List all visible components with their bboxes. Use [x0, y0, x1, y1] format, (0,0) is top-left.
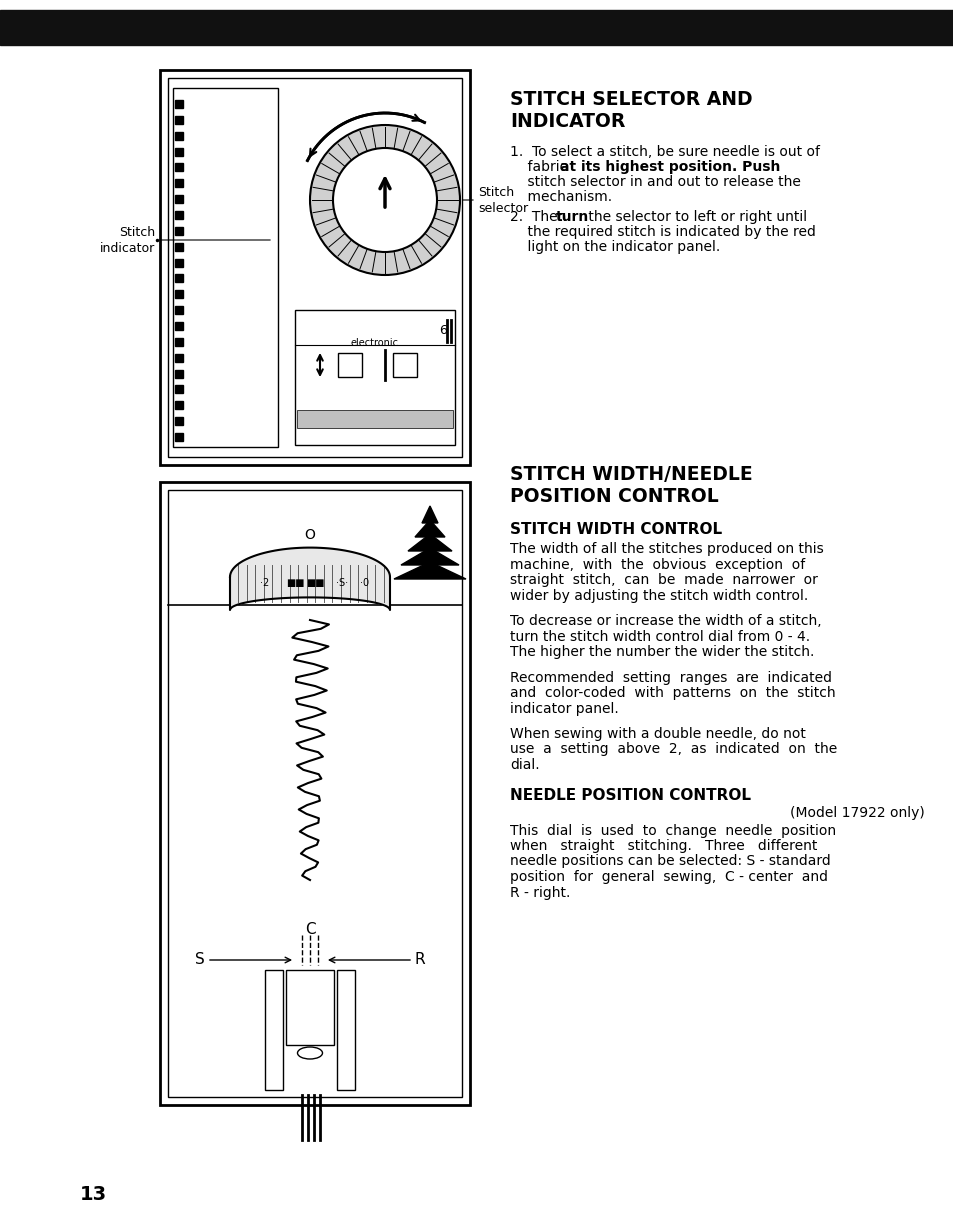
- Polygon shape: [415, 520, 444, 538]
- Polygon shape: [400, 549, 458, 565]
- Polygon shape: [230, 547, 390, 610]
- Text: the required stitch is indicated by the red: the required stitch is indicated by the …: [510, 225, 815, 239]
- Text: and  color-coded  with  patterns  on  the  stitch: and color-coded with patterns on the sti…: [510, 686, 835, 700]
- Bar: [0, 10, 953, 46]
- Text: When sewing with a double needle, do not: When sewing with a double needle, do not: [510, 727, 805, 740]
- Text: Stitch
selector: Stitch selector: [477, 186, 528, 214]
- Circle shape: [310, 125, 459, 276]
- Text: R - right.: R - right.: [510, 886, 570, 899]
- Bar: [174, 242, 183, 251]
- Text: The width of all the stitches produced on this: The width of all the stitches produced o…: [510, 542, 822, 556]
- Bar: [265, 970, 283, 1090]
- Text: the selector to left or right until: the selector to left or right until: [583, 210, 806, 224]
- Bar: [174, 385, 183, 394]
- Circle shape: [333, 148, 436, 252]
- Bar: [174, 180, 183, 187]
- Text: Recommended  setting  ranges  are  indicated: Recommended setting ranges are indicated: [510, 670, 831, 685]
- Text: STITCH WIDTH/NEEDLE: STITCH WIDTH/NEEDLE: [510, 465, 752, 483]
- Text: NEEDLE POSITION CONTROL: NEEDLE POSITION CONTROL: [510, 788, 750, 803]
- Bar: [172, 89, 277, 446]
- Text: indicator panel.: indicator panel.: [510, 701, 618, 716]
- Text: when   straight   stitching.   Three   different: when straight stitching. Three different: [510, 839, 817, 852]
- Text: use  a  setting  above  2,  as  indicated  on  the: use a setting above 2, as indicated on t…: [510, 743, 837, 756]
- Text: stitch selector in and out to release the: stitch selector in and out to release th…: [510, 175, 800, 189]
- Bar: [336, 970, 355, 1090]
- Text: ·0: ·0: [360, 578, 369, 588]
- Bar: [296, 410, 453, 428]
- Bar: [174, 132, 183, 140]
- Text: needle positions can be selected: S - standard: needle positions can be selected: S - st…: [510, 855, 830, 868]
- Bar: [174, 164, 183, 171]
- Text: dial.: dial.: [510, 758, 539, 772]
- Text: O: O: [304, 528, 315, 542]
- Bar: [174, 116, 183, 124]
- Bar: [160, 70, 470, 465]
- Text: S: S: [195, 952, 205, 968]
- Bar: [393, 353, 416, 378]
- Text: -: -: [402, 358, 407, 371]
- Text: electronic: electronic: [351, 338, 398, 348]
- Text: C: C: [304, 922, 315, 937]
- Text: The higher the number the wider the stitch.: The higher the number the wider the stit…: [510, 645, 814, 659]
- Polygon shape: [421, 506, 437, 523]
- Text: 2.  Then: 2. Then: [510, 210, 570, 224]
- Bar: [174, 369, 183, 378]
- Bar: [294, 310, 455, 445]
- Text: straight  stitch,  can  be  made  narrower  or: straight stitch, can be made narrower or: [510, 573, 817, 587]
- Bar: [168, 490, 461, 1097]
- Text: 1.  To select a stitch, be sure needle is out of: 1. To select a stitch, be sure needle is…: [510, 145, 820, 159]
- Text: ■■: ■■: [286, 578, 304, 588]
- Bar: [174, 433, 183, 442]
- Ellipse shape: [297, 1047, 322, 1059]
- Text: fabric: fabric: [510, 160, 571, 173]
- Text: INDICATOR: INDICATOR: [510, 112, 625, 132]
- Text: 13: 13: [80, 1184, 107, 1204]
- Text: turn: turn: [556, 210, 589, 224]
- Text: position  for  general  sewing,  C - center  and: position for general sewing, C - center …: [510, 870, 827, 884]
- Text: To decrease or increase the width of a stitch,: To decrease or increase the width of a s…: [510, 614, 821, 629]
- Polygon shape: [408, 534, 452, 551]
- Bar: [174, 148, 183, 155]
- Text: POSITION CONTROL: POSITION CONTROL: [510, 487, 718, 506]
- Bar: [174, 306, 183, 314]
- Text: 6: 6: [438, 323, 446, 337]
- Bar: [168, 77, 461, 458]
- Text: -: -: [348, 358, 352, 371]
- Text: ·S·: ·S·: [335, 578, 348, 588]
- Text: machine,  with  the  obvious  exception  of: machine, with the obvious exception of: [510, 557, 804, 572]
- Bar: [160, 482, 470, 1105]
- Bar: [174, 196, 183, 203]
- Text: turn the stitch width control dial from 0 - 4.: turn the stitch width control dial from …: [510, 630, 809, 643]
- Text: STITCH WIDTH CONTROL: STITCH WIDTH CONTROL: [510, 522, 721, 538]
- Bar: [286, 970, 334, 1046]
- Bar: [174, 417, 183, 426]
- Bar: [174, 322, 183, 330]
- Bar: [174, 290, 183, 299]
- Bar: [174, 401, 183, 410]
- Text: ·2: ·2: [260, 578, 270, 588]
- Bar: [174, 212, 183, 219]
- Text: wider by adjusting the stitch width control.: wider by adjusting the stitch width cont…: [510, 588, 807, 603]
- Text: STITCH SELECTOR AND: STITCH SELECTOR AND: [510, 90, 752, 109]
- Text: Stitch
indicator: Stitch indicator: [100, 225, 154, 255]
- Text: mechanism.: mechanism.: [510, 189, 612, 204]
- Text: R: R: [415, 952, 425, 968]
- Text: This  dial  is  used  to  change  needle  position: This dial is used to change needle posit…: [510, 824, 835, 838]
- Text: light on the indicator panel.: light on the indicator panel.: [510, 240, 720, 255]
- Bar: [174, 226, 183, 235]
- Text: (Model 17922 only): (Model 17922 only): [789, 807, 924, 820]
- Bar: [174, 274, 183, 283]
- Bar: [337, 353, 361, 378]
- Bar: [174, 100, 183, 108]
- Bar: [174, 258, 183, 267]
- Polygon shape: [394, 562, 465, 579]
- Bar: [174, 338, 183, 346]
- Bar: [174, 354, 183, 362]
- Text: at its highest position. Push: at its highest position. Push: [559, 160, 780, 173]
- Text: ■■: ■■: [305, 578, 324, 588]
